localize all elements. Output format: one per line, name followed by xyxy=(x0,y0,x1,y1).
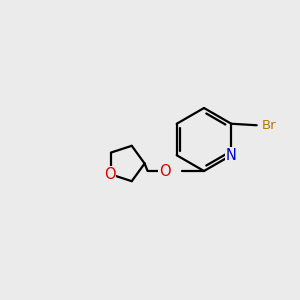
Text: O: O xyxy=(103,167,115,182)
Text: O: O xyxy=(159,164,171,178)
Text: Br: Br xyxy=(262,119,277,132)
Text: N: N xyxy=(226,148,237,163)
